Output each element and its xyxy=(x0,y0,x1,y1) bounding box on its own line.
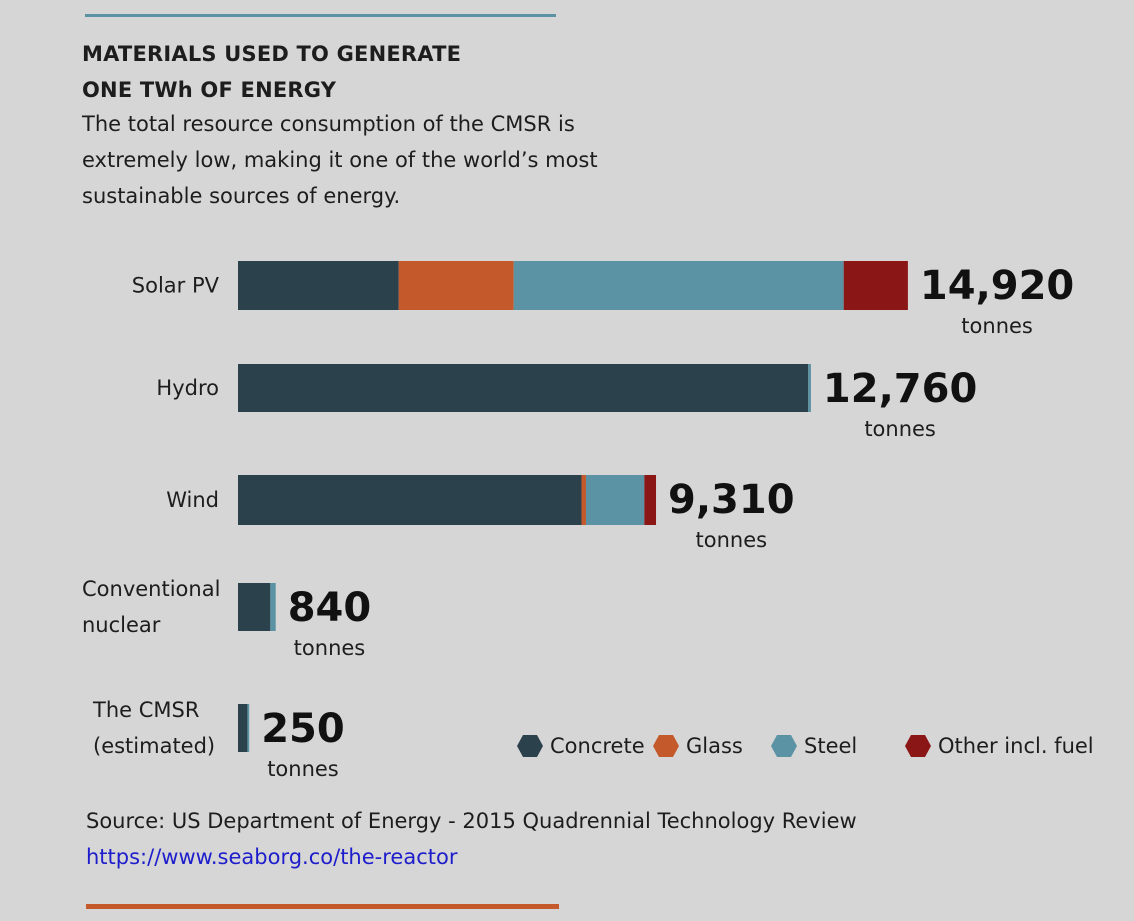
bar-total-value: 12,760 xyxy=(823,366,977,412)
bar-segment-concrete xyxy=(238,364,809,412)
bar-segment-concrete xyxy=(238,261,399,310)
bar-segment-steel xyxy=(270,583,276,631)
legend-label-other: Other incl. fuel xyxy=(938,734,1094,758)
category-label-line: (estimated) xyxy=(93,734,215,758)
chart-subtitle-line-1: The total resource consumption of the CM… xyxy=(82,112,575,136)
category-label-line: The CMSR xyxy=(92,698,199,722)
bar-segment-glass xyxy=(398,261,514,310)
legend-swatch-glass-shape xyxy=(653,735,679,757)
top-rule xyxy=(85,14,556,17)
bar-segment-other-incl-fuel xyxy=(644,475,657,525)
bar-segment-concrete xyxy=(238,704,248,752)
bar-total-value: 250 xyxy=(261,706,345,752)
legend-swatch-steel xyxy=(771,735,797,757)
category-label-line: Conventional xyxy=(82,577,220,601)
chart-title: MATERIALS USED TO GENERATE ONE TWh OF EN… xyxy=(82,36,602,108)
bar-segment-steel xyxy=(808,364,811,412)
chart-title-line-1: MATERIALS USED TO GENERATE xyxy=(82,42,462,66)
category-label: Hydro xyxy=(156,376,219,400)
legend-swatch-glass xyxy=(653,735,679,757)
category-label: Solar PV xyxy=(132,274,220,298)
bar-segment-concrete xyxy=(238,475,582,525)
source-note: Source: US Department of Energy - 2015 Q… xyxy=(86,809,857,833)
category-label: The CMSR (estimated) xyxy=(92,698,215,758)
category-label-line: nuclear xyxy=(82,613,161,637)
legend-label-glass: Glass xyxy=(686,734,743,758)
chart-title-line-2: ONE TWh OF ENERGY xyxy=(82,78,337,102)
legend-item-concrete: Concrete xyxy=(516,728,645,764)
bar-total-value: 9,310 xyxy=(668,477,795,523)
legend-swatch-steel-shape xyxy=(771,735,797,757)
chart-subtitle-line-2: extremely low, making it one of the worl… xyxy=(82,148,598,172)
bar-segment-steel xyxy=(513,261,844,310)
legend-item-glass: Glass xyxy=(652,728,743,764)
bar-segment-glass xyxy=(581,475,586,525)
legend-item-steel: Steel xyxy=(770,728,857,764)
legend-swatch-other xyxy=(905,735,931,757)
bar-total-value: 14,920 xyxy=(920,263,1074,309)
bar-segment-concrete xyxy=(238,583,271,631)
legend-swatch-concrete xyxy=(517,735,543,757)
legend-label-concrete: Concrete xyxy=(550,734,645,758)
category-label: Wind xyxy=(166,488,219,512)
chart-subtitle: The total resource consumption of the CM… xyxy=(82,106,602,214)
chart-legend: Concrete Glass Steel Other incl. fuel xyxy=(516,728,1116,764)
bar-total-unit: tonnes xyxy=(961,314,1033,338)
bar-total-value: 840 xyxy=(288,585,372,631)
bar-total-unit: tonnes xyxy=(864,417,936,441)
source-link[interactable]: https://www.seaborg.co/the-reactor xyxy=(86,845,458,869)
chart-subtitle-line-3: sustainable sources of energy. xyxy=(82,184,401,208)
bar-total-unit: tonnes xyxy=(294,636,366,660)
category-label: Conventional nuclear xyxy=(82,577,220,637)
legend-swatch-concrete-shape xyxy=(517,735,543,757)
bar-segment-steel xyxy=(585,475,645,525)
bar-segment-other-incl-fuel xyxy=(843,261,908,310)
bar-total-unit: tonnes xyxy=(696,528,768,552)
legend-label-steel: Steel xyxy=(804,734,858,758)
bar-segment-steel xyxy=(247,704,250,752)
bar-total-unit: tonnes xyxy=(267,757,339,781)
legend-swatch-other-shape xyxy=(905,735,931,757)
bottom-rule xyxy=(86,904,559,909)
legend-item-other: Other incl. fuel xyxy=(904,728,1094,764)
